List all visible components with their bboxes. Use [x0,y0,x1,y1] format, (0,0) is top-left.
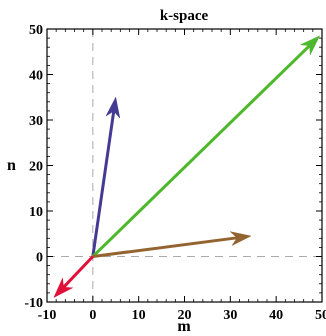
y-tick-label: 20 [29,160,43,175]
y-tick-label: 30 [29,114,43,129]
vector-arrow-3 [92,231,252,258]
vector-shaft [92,236,238,258]
y-tick-label: 0 [36,251,43,266]
vector-arrow-4 [53,255,94,298]
x-tick-label: 10 [132,308,146,323]
x-tick-label: -10 [38,308,57,323]
tick-labels: -10 0 10 20 30 40 50 -10 0 10 20 30 40 50 [24,23,326,323]
y-tick-label: 10 [29,205,43,220]
x-tick-label: 0 [89,308,96,323]
y-tick-label: 40 [29,69,43,84]
vectors [53,35,321,298]
x-tick-label: 30 [223,308,237,323]
vector-shaft [91,110,116,257]
y-tick-label: 50 [29,23,43,38]
vector-shaft [91,44,311,258]
vector-shaft [62,255,94,289]
vector-head [105,96,121,119]
x-tick-label: 50 [315,308,326,323]
y-tick-label: -10 [24,296,43,311]
x-tick-label: 20 [178,308,192,323]
vector-head [229,231,252,247]
vector-head [299,35,321,56]
chart-title: k-space [160,8,209,24]
ticks [46,28,323,303]
vector-arrow-2 [91,35,321,258]
x-axis-label: m [177,318,191,335]
vector-arrow-1 [91,96,121,257]
x-tick-label: 40 [269,308,283,323]
y-axis-label: n [7,157,16,174]
vector-head [53,277,74,298]
